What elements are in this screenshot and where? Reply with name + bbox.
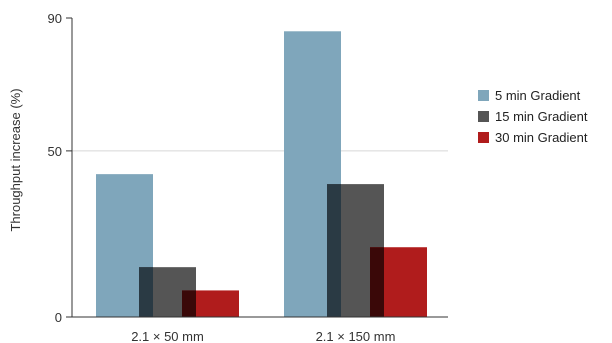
y-axis-title: Throughput increase (%) bbox=[8, 88, 23, 231]
y-tick-label: 50 bbox=[48, 144, 62, 159]
x-ticks: 2.1 × 50 mm 2.1 × 150 mm bbox=[131, 329, 395, 343]
x-tick-label: 2.1 × 150 mm bbox=[316, 329, 396, 343]
y-tick-label: 90 bbox=[48, 11, 62, 26]
legend-label: 30 min Gradient bbox=[495, 130, 588, 145]
y-tick-label: 0 bbox=[55, 310, 62, 325]
legend-label: 15 min Gradient bbox=[495, 109, 588, 124]
bar-overlap-shadow bbox=[370, 247, 384, 317]
legend-label: 5 min Gradient bbox=[495, 88, 581, 103]
bars bbox=[96, 31, 427, 318]
y-ticks: 0 50 90 bbox=[48, 11, 72, 325]
bar-overlap-shadow bbox=[327, 184, 341, 317]
bar-overlap-shadow bbox=[139, 267, 153, 317]
legend: 5 min Gradient 15 min Gradient 30 min Grad… bbox=[478, 88, 588, 145]
legend-swatch bbox=[478, 132, 489, 143]
legend-swatch bbox=[478, 90, 489, 101]
x-tick-label: 2.1 × 50 mm bbox=[131, 329, 204, 343]
bar-overlap-shadow bbox=[182, 290, 196, 317]
legend-swatch bbox=[478, 111, 489, 122]
